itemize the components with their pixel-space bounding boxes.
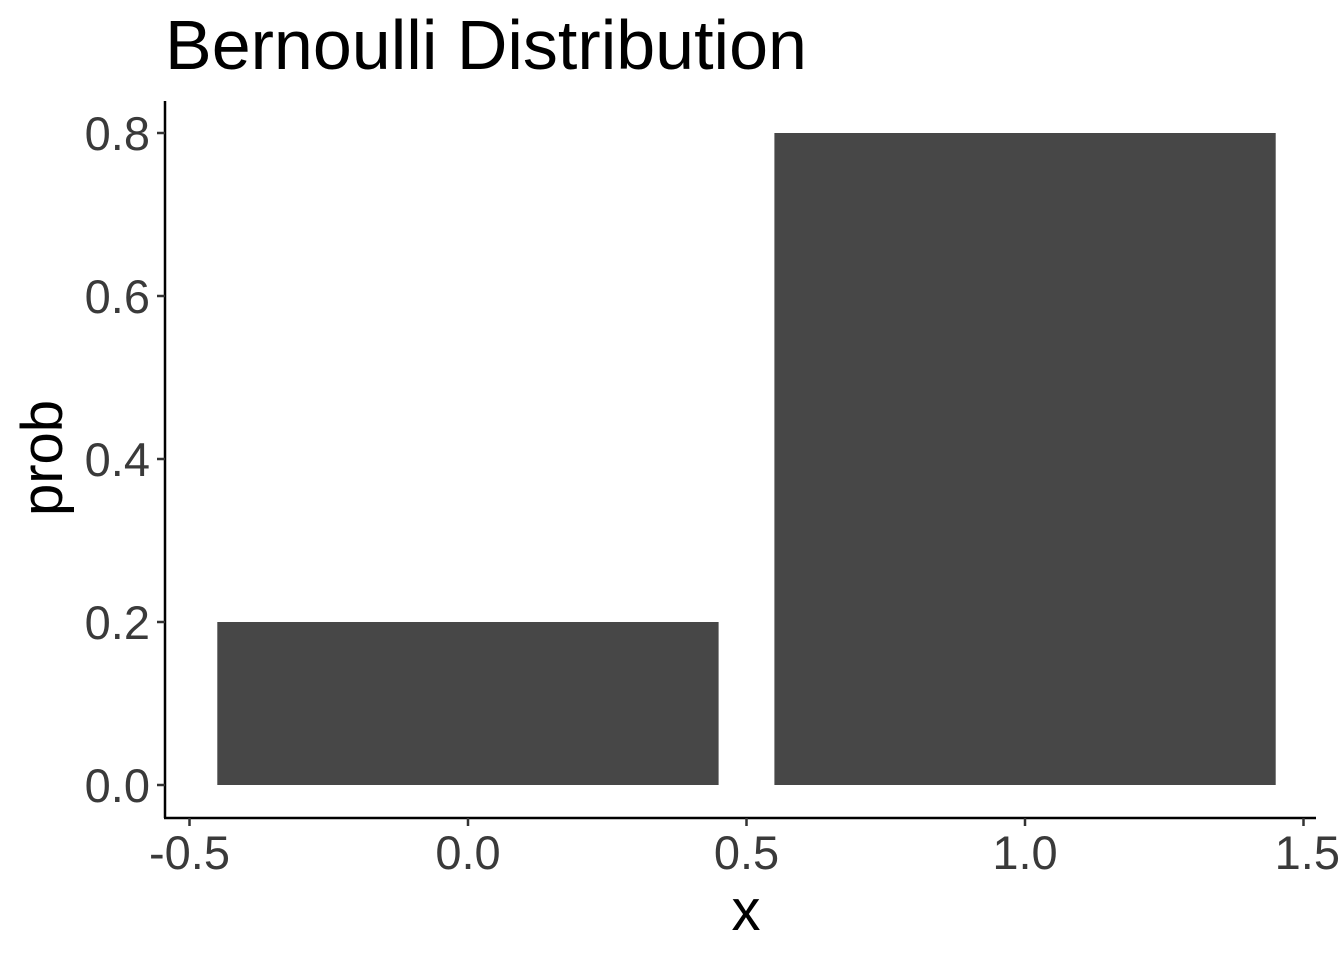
y-axis-ticks: 0.0 0.2 0.4 0.6 0.8 [85, 107, 165, 812]
bar-x-1 [774, 133, 1276, 785]
y-axis-title: prob [10, 400, 75, 516]
y-tick-label: 0.4 [85, 433, 150, 486]
x-tick-label: 1.5 [1275, 826, 1340, 879]
y-tick-label: 0.0 [85, 759, 150, 812]
x-axis-title: x [732, 878, 761, 943]
y-tick-label: 0.6 [85, 270, 150, 323]
bars-group [217, 133, 1276, 785]
bar-x-0 [217, 622, 719, 785]
y-tick-label: 0.2 [85, 596, 150, 649]
y-tick-label: 0.8 [85, 107, 150, 160]
x-tick-label: 1.0 [992, 826, 1057, 879]
x-tick-label: 0.5 [714, 826, 779, 879]
x-tick-label: -0.5 [149, 826, 230, 879]
x-axis-ticks: -0.5 0.0 0.5 1.0 1.5 [149, 818, 1340, 879]
x-tick-label: 0.0 [435, 826, 500, 879]
chart-title: Bernoulli Distribution [165, 6, 807, 84]
